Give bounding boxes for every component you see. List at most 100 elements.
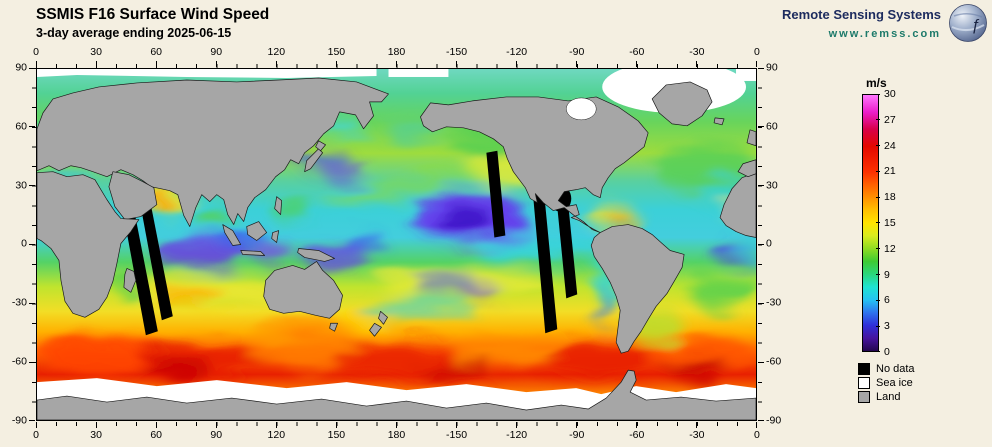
axis-tick-label: 120 bbox=[267, 429, 286, 441]
arabian-peninsula bbox=[108, 171, 158, 220]
axis-tick-label: 30 bbox=[15, 179, 27, 192]
legend-swatch bbox=[858, 363, 870, 375]
island-sulawesi bbox=[271, 230, 280, 243]
tick-mark bbox=[29, 420, 35, 422]
tick-mark bbox=[29, 185, 35, 187]
map-legend: No data Sea ice Land bbox=[858, 362, 915, 404]
continent-africa-east bbox=[37, 171, 140, 318]
tick-mark bbox=[876, 325, 880, 327]
axis-tick-label: -90 bbox=[569, 46, 585, 58]
axis-tick-label: -90 bbox=[766, 414, 782, 427]
globe-band bbox=[953, 13, 983, 18]
axis-tick-label: 90 bbox=[766, 61, 778, 74]
tick-mark bbox=[395, 422, 397, 428]
tick-mark bbox=[636, 61, 638, 67]
axis-tick-label: 120 bbox=[267, 46, 286, 58]
tick-mark bbox=[456, 61, 458, 67]
tick-mark bbox=[696, 61, 698, 67]
tick-mark bbox=[876, 145, 880, 147]
colorbar-tick-label: 27 bbox=[884, 113, 896, 126]
island-new-zealand-north bbox=[378, 310, 388, 325]
tick-mark bbox=[758, 420, 764, 422]
island-new-guinea bbox=[297, 248, 335, 262]
tick-mark bbox=[758, 67, 764, 69]
globe-icon bbox=[949, 4, 987, 42]
tick-mark bbox=[35, 422, 37, 428]
axis-tick-label: 60 bbox=[15, 120, 27, 133]
axis-tick-label: 60 bbox=[150, 46, 162, 58]
colorbar-tick-label: 6 bbox=[884, 294, 890, 307]
axis-tick-label: 0 bbox=[21, 237, 27, 250]
tick-mark bbox=[876, 119, 880, 121]
tick-mark bbox=[576, 61, 578, 67]
no-data-swath bbox=[556, 194, 578, 299]
tick-mark bbox=[95, 61, 97, 67]
colorbar-unit: m/s bbox=[866, 76, 887, 90]
longitude-axis-bottom: 0 30 60 90 120 150 180 -150 -120 -90 -60… bbox=[33, 422, 760, 442]
longitude-axis-top: 0 30 60 90 120 150 180 -150 -120 -90 -60… bbox=[33, 46, 760, 67]
tick-mark bbox=[758, 361, 764, 363]
tick-mark bbox=[876, 299, 880, 301]
axis-tick-label: 150 bbox=[327, 46, 346, 58]
continent-eurasia bbox=[37, 77, 389, 227]
tick-mark bbox=[155, 422, 157, 428]
tick-mark bbox=[696, 422, 698, 428]
axis-tick-label: -30 bbox=[689, 46, 705, 58]
brand-text: Remote Sensing Systems www.remss.com bbox=[782, 7, 941, 40]
legend-label: Land bbox=[876, 391, 901, 403]
colorbar-tick-label: 30 bbox=[884, 88, 896, 100]
tick-mark bbox=[275, 61, 277, 67]
remss-url-link[interactable]: www.remss.com bbox=[828, 28, 941, 40]
continent-australia bbox=[263, 261, 343, 319]
tick-mark bbox=[29, 361, 35, 363]
axis-tick-label: 180 bbox=[387, 46, 406, 58]
brand-name: Remote Sensing Systems bbox=[782, 7, 941, 22]
axis-tick-label: 30 bbox=[766, 179, 778, 192]
tick-mark bbox=[215, 61, 217, 67]
logo-glyph: ƒ bbox=[971, 17, 980, 34]
latitude-axis-left: 90 60 30 0 -30 -60 -90 bbox=[0, 61, 36, 426]
island-tasmania bbox=[329, 322, 338, 332]
colorbar-tick-label: 18 bbox=[884, 191, 896, 204]
axis-tick-label: 90 bbox=[210, 46, 223, 58]
tick-mark bbox=[335, 61, 337, 67]
island-borneo bbox=[246, 221, 268, 241]
axis-tick-label: -60 bbox=[629, 429, 645, 441]
island-sumatra bbox=[222, 224, 242, 246]
axis-tick-label: 90 bbox=[15, 61, 27, 74]
legend-swatch bbox=[858, 377, 870, 389]
world-map-svg bbox=[37, 69, 756, 420]
legend-label: Sea ice bbox=[876, 377, 913, 389]
no-data-swath bbox=[139, 199, 173, 321]
remss-globe-logo: ƒ bbox=[949, 4, 987, 42]
legend-swatch bbox=[858, 391, 870, 403]
colorbar-tick-label: 9 bbox=[884, 268, 890, 281]
tick-mark bbox=[35, 61, 37, 67]
continent-antarctica bbox=[37, 369, 756, 420]
tick-mark bbox=[335, 422, 337, 428]
tick-mark bbox=[636, 422, 638, 428]
tick-mark bbox=[876, 351, 880, 353]
island-japan-hokkaido bbox=[315, 140, 326, 152]
axis-tick-label: 0 bbox=[754, 429, 760, 441]
axis-tick-label: -30 bbox=[11, 296, 27, 309]
axis-tick-label: -120 bbox=[506, 46, 528, 58]
branding: Remote Sensing Systems www.remss.com ƒ bbox=[782, 3, 988, 43]
island-japan-honshu bbox=[304, 148, 323, 173]
no-data-swath bbox=[486, 150, 506, 238]
british-isles bbox=[746, 129, 756, 147]
iberia bbox=[737, 159, 756, 178]
continent-south-america bbox=[590, 224, 685, 354]
axis-tick-label: 0 bbox=[754, 46, 760, 58]
continent-africa-west bbox=[719, 172, 756, 238]
hudson-bay-sea-ice bbox=[566, 97, 597, 121]
axis-tick-label: -30 bbox=[766, 296, 782, 309]
tick-mark bbox=[275, 422, 277, 428]
axis-tick-label: -150 bbox=[446, 46, 468, 58]
tick-mark bbox=[29, 243, 35, 245]
tick-mark bbox=[516, 422, 518, 428]
axis-tick-label: -60 bbox=[11, 355, 27, 368]
axis-tick-label: 0 bbox=[33, 46, 39, 58]
axis-tick-label: 30 bbox=[90, 46, 102, 58]
tick-mark bbox=[756, 422, 758, 428]
